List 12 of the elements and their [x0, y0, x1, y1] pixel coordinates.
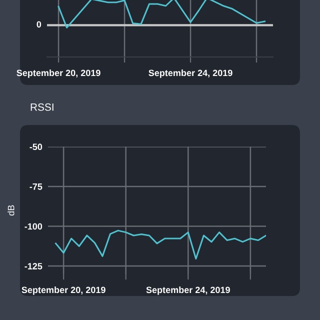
- text: 0: [36, 21, 42, 28]
- x-tick-label: September 20, 2019: [22, 286, 106, 295]
- x-tick-label: September 20, 2019: [16, 70, 100, 78]
- y-tick-label: -75: [30, 184, 42, 190]
- y-axis-title: dB: [8, 205, 14, 216]
- y-tick-label: -50: [30, 144, 42, 150]
- line-series: [55, 230, 266, 260]
- x-tick-label: September 24, 2019: [146, 286, 230, 295]
- y-tick-label: -125: [24, 263, 42, 270]
- y-tick-label: -100: [24, 223, 42, 230]
- x-tick-label: September 24, 2019: [148, 70, 232, 78]
- chart-title: RSSI: [30, 103, 54, 111]
